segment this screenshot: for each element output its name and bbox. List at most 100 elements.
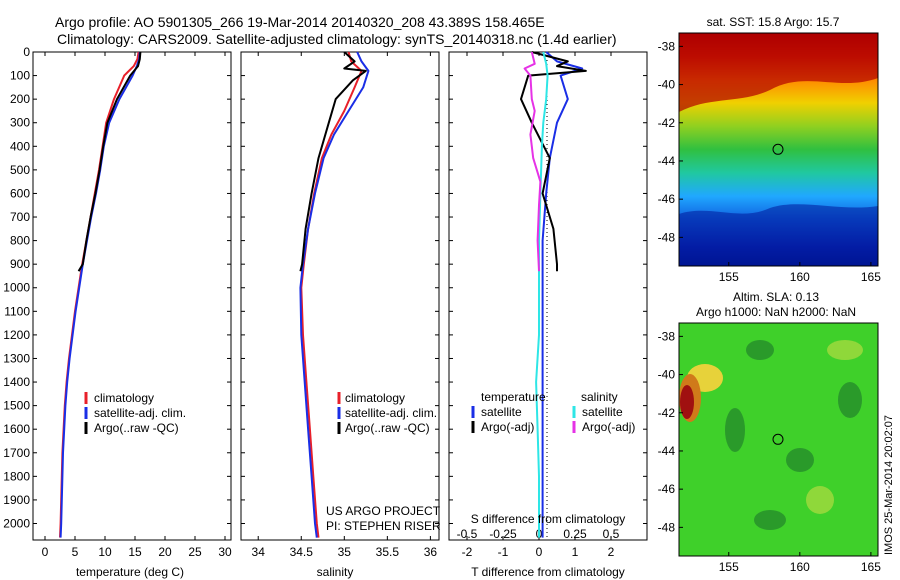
difference-depth-ticks (449, 51, 647, 524)
header-line-2: Climatology: CARS2009. Satellite-adjuste… (57, 31, 617, 47)
series-line-argo-raw-qc (77, 51, 142, 272)
s-tick-label: 0.25 (563, 527, 587, 541)
sla-low-anomaly (746, 340, 774, 360)
y-tick-label: 1400 (3, 375, 30, 389)
y-tick-label: 900 (10, 257, 30, 271)
salinity-axis: 34 34.5 35 35.5 36 (252, 52, 438, 559)
legend-label-climatology: climatology (345, 391, 405, 405)
series-line-temperature-satellite (541, 51, 584, 538)
s-difference-label: S difference from climatology (471, 512, 626, 526)
y-tick-label: 0 (23, 45, 30, 59)
sla-peak-anomaly (680, 385, 694, 419)
y-tick-label: 1100 (4, 304, 30, 318)
x-tick-label: 0 (536, 545, 543, 559)
x-tick-label: 34.5 (290, 545, 314, 559)
imos-timestamp: IMOS 25-Mar-2014 20:02:07 (883, 415, 895, 555)
map-y-tick-label: -46 (658, 482, 676, 496)
t-difference-xlabel: T difference from climatology (471, 565, 625, 579)
sst-map-axes: 155 160 165 -38 -40 -42 -44 -46 -48 (658, 39, 882, 284)
series-line-salinity-argo-adj (523, 51, 542, 272)
x-tick-label: 35.5 (376, 545, 400, 559)
legend-title-salinity: salinity (581, 390, 618, 404)
salinity-xlabel: salinity (317, 565, 354, 579)
sla-mid-anomaly (827, 340, 863, 360)
x-tick-label: 30 (218, 545, 232, 559)
map-x-tick-label: 160 (790, 270, 810, 284)
y-tick-label: 300 (10, 116, 30, 130)
x-tick-label: 10 (98, 545, 112, 559)
y-tick-label: 1300 (3, 351, 30, 365)
map-x-tick-label: 165 (861, 270, 881, 284)
s-tick-label: -0.25 (489, 527, 517, 541)
legend-label-s-satellite: satellite (582, 405, 623, 419)
sla-map-frame (678, 322, 879, 557)
sla-map-subtitle: Argo h1000: NaN h2000: NaN (696, 305, 856, 319)
map-x-tick-label: 155 (719, 270, 739, 284)
salinity-legend: climatology satellite-adj. clim. Argo(..… (337, 391, 437, 435)
x-tick-label: 1 (572, 545, 579, 559)
sla-features (679, 340, 863, 530)
map-y-tick-label: -44 (658, 444, 676, 458)
sla-low-anomaly (838, 382, 862, 418)
temperature-series (59, 51, 142, 538)
temperature-axis: 0 5 10 15 20 25 30 (42, 52, 232, 559)
difference-legend-salinity: salinity satellite Argo(-adj) (572, 390, 635, 434)
legend-title-temperature: temperature (481, 390, 546, 404)
difference-legend-temperature: temperature satellite Argo(-adj) (471, 390, 546, 434)
series-line-temperature-argo-adj (520, 51, 587, 272)
x-tick-label: 15 (128, 545, 142, 559)
pi-annotation: PI: STEPHEN RISER (326, 519, 441, 533)
y-tick-label: 1700 (3, 446, 30, 460)
y-tick-label: 2000 (3, 516, 30, 530)
map-y-tick-label: -42 (658, 116, 676, 130)
y-tick-label: 1200 (3, 328, 30, 342)
y-tick-label: 400 (10, 139, 30, 153)
y-tick-label: 500 (10, 163, 30, 177)
salinity-depth-ticks (241, 51, 439, 524)
legend-label-climatology: climatology (94, 391, 154, 405)
difference-series (520, 51, 587, 538)
map-x-tick-label: 155 (719, 560, 739, 574)
y-tick-label: 800 (10, 234, 30, 248)
sst-map-title: sat. SST: 15.8 Argo: 15.7 (707, 15, 840, 29)
legend-label-t-satellite: satellite (481, 405, 522, 419)
y-tick-label: 100 (10, 69, 30, 83)
sla-low-anomaly (786, 448, 814, 472)
s-difference-axis: -0.5 -0.25 0 0.25 0.5 (457, 527, 620, 541)
x-tick-label: 5 (72, 545, 79, 559)
salinity-series (299, 51, 370, 538)
series-line-satellite-adj-clim (299, 51, 370, 538)
t-difference-axis: -2 -1 0 1 2 (462, 52, 615, 559)
sla-mid-anomaly (806, 486, 834, 514)
legend-label-argo: Argo(..raw -QC) (345, 421, 430, 435)
legend-label-argo: Argo(..raw -QC) (94, 421, 179, 435)
salinity-axes-frame (240, 51, 440, 541)
sst-cold-region (679, 204, 878, 266)
sla-map-title: Altim. SLA: 0.13 (733, 290, 819, 304)
difference-axes-frame (448, 51, 648, 541)
map-y-tick-label: -40 (658, 78, 676, 92)
legend-label-satellite-adj: satellite-adj. clim. (345, 406, 437, 420)
s-tick-label: 0.5 (603, 527, 620, 541)
y-tick-label: 1000 (3, 281, 30, 295)
map-y-tick-label: -44 (658, 154, 676, 168)
sst-map-panel: sat. SST: 15.8 Argo: 15.7 155 160 165 -38 -4… (658, 15, 882, 284)
temperature-legend: climatology satellite-adj. clim. Argo(..… (84, 391, 186, 435)
x-tick-label: -1 (498, 545, 509, 559)
legend-label-t-argo: Argo(-adj) (481, 420, 534, 434)
y-tick-label: 600 (10, 186, 30, 200)
x-tick-label: 36 (424, 545, 438, 559)
sst-warm-region (679, 33, 878, 112)
legend-label-s-argo: Argo(-adj) (582, 420, 635, 434)
map-y-tick-label: -40 (658, 368, 676, 382)
x-tick-label: 25 (188, 545, 202, 559)
x-tick-label: 0 (42, 545, 49, 559)
legend-label-satellite-adj: satellite-adj. clim. (94, 406, 186, 420)
map-y-tick-label: -38 (658, 329, 676, 343)
series-line-argo-raw-qc (299, 51, 367, 272)
map-x-tick-label: 160 (790, 560, 810, 574)
series-line-salinity-satellite (535, 51, 549, 538)
difference-panel: -2 -1 0 1 2 -0.5 -0.25 0 0.25 0.5 S difference f… (448, 51, 648, 579)
